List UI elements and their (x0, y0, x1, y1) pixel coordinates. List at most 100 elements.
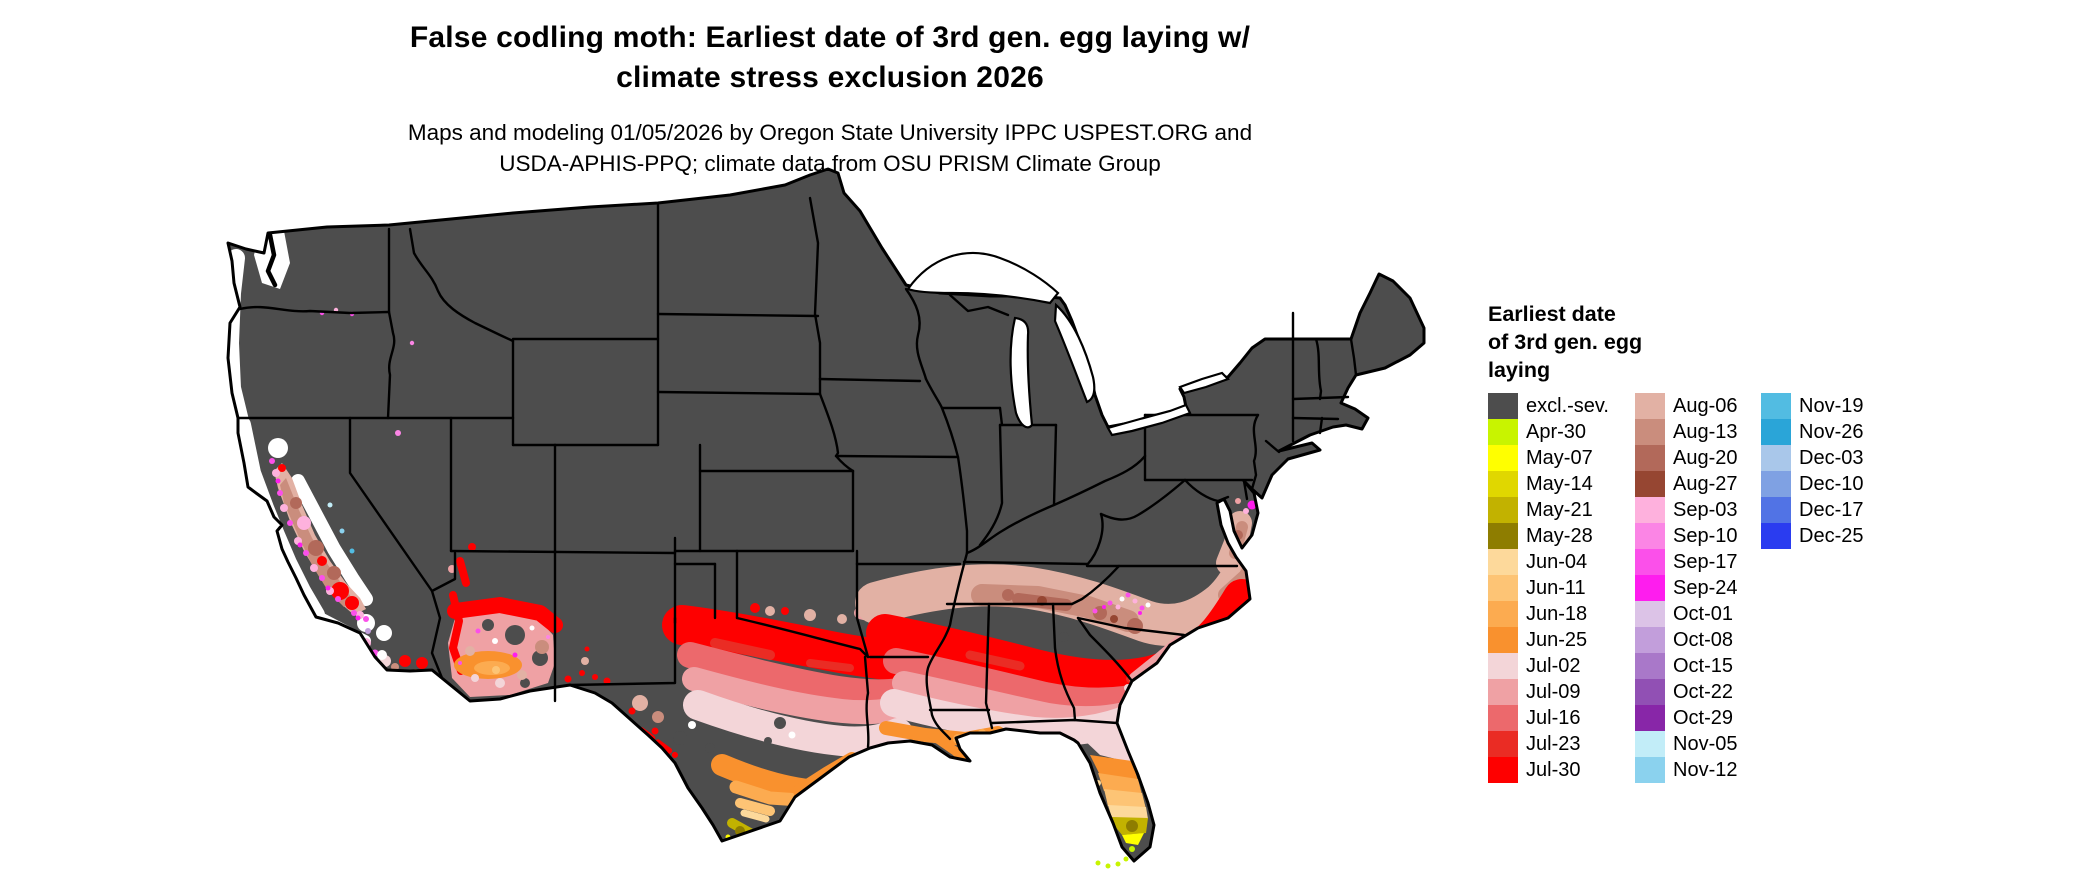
legend-swatch (1488, 679, 1518, 705)
legend-item: Dec-10 (1761, 471, 1863, 497)
legend-swatch (1761, 445, 1791, 471)
legend-column: excl.-sev. Apr-30 May-07 May-14 May-21 May-28… (1488, 393, 1609, 783)
legend-item: Oct-15 (1635, 653, 1738, 679)
legend-swatch (1635, 523, 1665, 549)
legend-swatch (1761, 523, 1791, 549)
lake-superior (906, 251, 1060, 305)
lake-michigan (1009, 316, 1034, 429)
legend-item: May-28 (1488, 523, 1609, 549)
lake-ontario (1178, 371, 1230, 395)
legend-label: excl.-sev. (1526, 394, 1609, 417)
legend-swatch (1635, 705, 1665, 731)
legend-label: Dec-10 (1799, 472, 1864, 495)
legend-item: Sep-17 (1635, 549, 1738, 575)
subtitle-line-1: Maps and modeling 01/05/2026 by Oregon S… (407, 120, 1253, 145)
legend-label: Jun-25 (1526, 628, 1588, 651)
legend-item: Oct-22 (1635, 679, 1738, 705)
legend-label: Jul-30 (1526, 758, 1581, 781)
legend-label: Sep-17 (1673, 550, 1738, 573)
legend-item: Nov-05 (1635, 731, 1738, 757)
legend-swatch (1635, 393, 1665, 419)
legend-label: Dec-03 (1799, 446, 1864, 469)
legend-swatch (1761, 471, 1791, 497)
legend-swatch (1488, 627, 1518, 653)
page-title: False codling moth: Earliest date of 3rd… (230, 18, 1430, 98)
legend-swatch (1635, 497, 1665, 523)
legend-label: Aug-13 (1673, 420, 1738, 443)
legend-label: Aug-06 (1673, 394, 1738, 417)
legend-item: Jul-09 (1488, 679, 1609, 705)
legend-swatch (1488, 731, 1518, 757)
legend-item: Jun-18 (1488, 601, 1609, 627)
legend-item: Nov-12 (1635, 757, 1738, 783)
legend-label: Nov-12 (1673, 758, 1738, 781)
legend-swatch (1635, 419, 1665, 445)
legend-label: Jul-16 (1526, 706, 1581, 729)
legend-label: Sep-10 (1673, 524, 1738, 547)
legend-label: Nov-19 (1799, 394, 1864, 417)
legend-swatch (1635, 627, 1665, 653)
legend-swatch (1488, 549, 1518, 575)
legend-label: May-21 (1526, 498, 1593, 521)
legend-item: Nov-19 (1761, 393, 1863, 419)
great-lakes (906, 251, 1230, 437)
legend-swatch (1488, 497, 1518, 523)
legend-item: Jul-23 (1488, 731, 1609, 757)
legend-swatch (1488, 757, 1518, 783)
legend-label: Nov-05 (1673, 732, 1738, 755)
legend-item: Jul-16 (1488, 705, 1609, 731)
legend-item: Jun-25 (1488, 627, 1609, 653)
legend-item: Sep-03 (1635, 497, 1738, 523)
legend-item: excl.-sev. (1488, 393, 1609, 419)
map-region-texas (587, 605, 918, 840)
legend-item: Oct-08 (1635, 627, 1738, 653)
legend-label: Aug-20 (1673, 446, 1738, 469)
legend-swatch (1635, 679, 1665, 705)
lake-erie (1106, 403, 1192, 437)
legend-label: Oct-08 (1673, 628, 1734, 651)
state-borders (236, 196, 1358, 749)
legend-item: May-14 (1488, 471, 1609, 497)
legend-item: Jul-30 (1488, 757, 1609, 783)
legend-item: Sep-10 (1635, 523, 1738, 549)
legend-item: Aug-13 (1635, 419, 1738, 445)
legend-swatch (1761, 497, 1791, 523)
legend-label: Jun-11 (1526, 576, 1586, 599)
page-subtitle: Maps and modeling 01/05/2026 by Oregon S… (230, 117, 1430, 179)
legend-label: Aug-27 (1673, 472, 1738, 495)
legend-title-line: laying (1488, 358, 1551, 382)
legend-item: Jul-02 (1488, 653, 1609, 679)
legend-label: Jun-04 (1526, 550, 1588, 573)
legend-swatch (1761, 393, 1791, 419)
us-map (170, 163, 1455, 885)
legend-label: Jun-18 (1526, 602, 1588, 625)
legend-item: Aug-27 (1635, 471, 1738, 497)
legend-swatch (1635, 445, 1665, 471)
map-region-california-valley (269, 458, 392, 641)
legend-swatch (1488, 601, 1518, 627)
legend-swatch (1635, 549, 1665, 575)
lake-huron (1053, 302, 1096, 404)
legend-label: Dec-25 (1799, 524, 1864, 547)
legend-label: May-07 (1526, 446, 1593, 469)
legend-label: Sep-03 (1673, 498, 1738, 521)
legend-item: Jun-04 (1488, 549, 1609, 575)
legend-label: Apr-30 (1526, 420, 1587, 443)
title-line-2: climate stress exclusion 2026 (616, 61, 1044, 94)
legend-item: May-07 (1488, 445, 1609, 471)
legend-title-line: Earliest date (1488, 302, 1616, 326)
legend-label: Oct-22 (1673, 680, 1734, 703)
legend-item: May-21 (1488, 497, 1609, 523)
map-region-florida-keys (1095, 856, 1129, 869)
legend-item: Apr-30 (1488, 419, 1609, 445)
map-region-florida (1007, 723, 1148, 852)
map-legend: Earliest date of 3rd gen. egg laying excl.… (1488, 300, 1968, 783)
legend-label: May-14 (1526, 472, 1593, 495)
legend-item: Oct-29 (1635, 705, 1738, 731)
legend-item: Aug-20 (1635, 445, 1738, 471)
legend-item: Dec-17 (1761, 497, 1863, 523)
legend-item: Dec-03 (1761, 445, 1863, 471)
legend-label: Jul-09 (1526, 680, 1581, 703)
legend-swatch (1488, 523, 1518, 549)
legend-swatch (1488, 653, 1518, 679)
